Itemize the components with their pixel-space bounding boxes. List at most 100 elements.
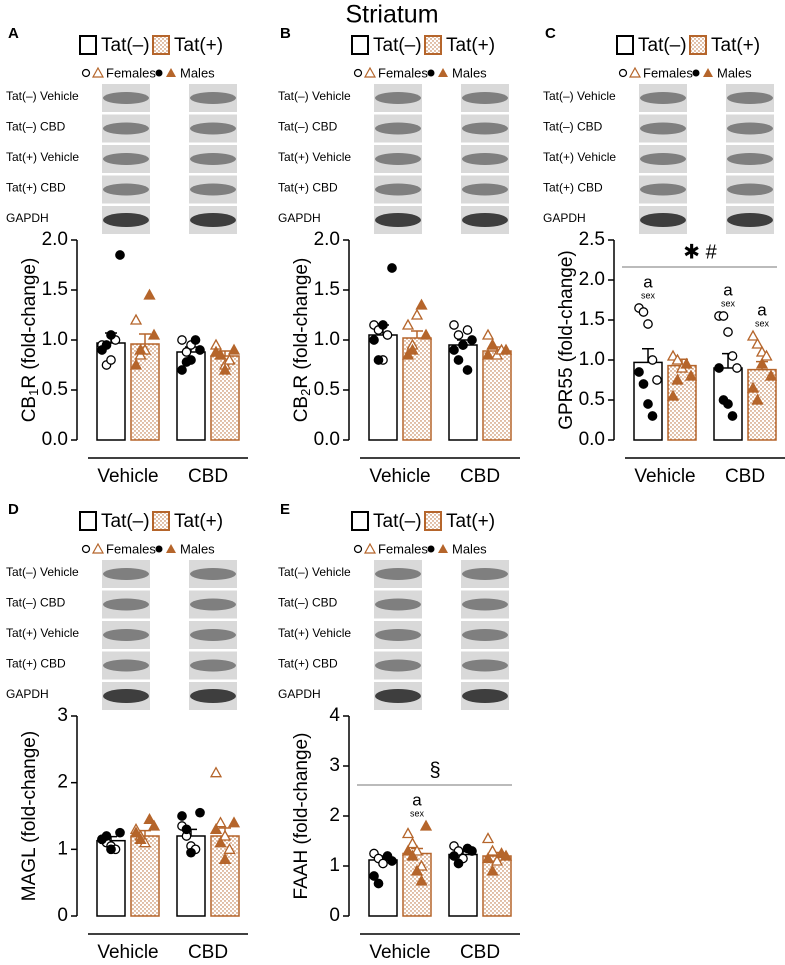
blot-band [103,92,149,104]
blot-band [462,598,508,611]
data-point [387,856,397,866]
sex-legend-label: Males [180,541,215,556]
legend-marker [155,69,163,77]
y-tick-label: 4 [329,705,340,726]
panel-letter: E [280,501,290,518]
y-tick-label: 0.0 [42,429,68,450]
x-tick-label: Vehicle [97,942,158,963]
data-point [467,335,477,345]
y-tick-label: 2 [57,772,68,793]
data-point [647,355,658,365]
blot-band [727,122,773,135]
blot-band [640,183,686,196]
data-point [467,846,477,856]
blot-label: Tat(+) CBD [6,181,66,195]
blot-label: Tat(–) CBD [6,596,66,610]
legend-marker [363,66,377,78]
blot-band [462,689,508,703]
blot-label: Tat(–) CBD [543,120,603,134]
data-point [223,842,236,854]
data-point [106,355,116,365]
blot-band [375,689,421,703]
y-tick-label: 1.0 [42,329,68,350]
blot-band [103,183,149,196]
significance-note: sex [410,808,425,818]
x-tick-label: CBD [188,942,228,963]
significance-note: sex [641,290,656,300]
y-tick-label: 2 [329,805,340,826]
y-tick-label: 1.5 [314,279,340,300]
data-point [218,852,232,864]
figure-title: Striatum [345,1,438,29]
blot-band [375,92,421,104]
y-tick-label: 2.5 [579,229,605,250]
panel-letter: C [545,25,556,42]
data-point [634,367,644,377]
blot-label: Tat(–) Vehicle [278,565,351,579]
data-point [671,373,684,385]
legend-marker [628,66,642,78]
blot-label: Tat(+) Vehicle [278,150,351,164]
data-point [732,363,742,373]
panel-letter: B [280,25,291,42]
y-tick-label: 0.5 [42,379,68,400]
blot-band [462,92,508,104]
legend-marker [618,68,628,78]
blot-band [375,659,421,672]
data-point [419,819,433,831]
x-tick-label: Vehicle [369,466,430,487]
sex-legend-label: Females [106,65,156,80]
blot-label: Tat(+) Vehicle [543,150,616,164]
sex-legend-label: Females [643,65,693,80]
legend-marker [353,544,363,554]
data-point [406,343,419,355]
legend-marker [166,68,176,77]
blot-band [462,213,508,227]
y-tick-label: 0.5 [579,389,605,410]
legend-marker [166,544,176,553]
significance-letter: a [643,272,653,291]
x-tick-label: Vehicle [97,466,158,487]
legend-label: Tat(–) [638,35,687,56]
significance-letter: a [723,280,733,299]
blot-band [190,153,236,165]
data-point [647,411,658,421]
significance-note: sex [755,318,770,328]
blot-band [190,598,236,611]
legend-swatch [79,35,97,55]
data-point [727,411,738,421]
blot-band [727,213,773,227]
significance-bracket: § [429,759,440,781]
data-point [369,335,379,345]
data-point [378,858,388,869]
blot-label: GAPDH [6,211,49,225]
blot-label: GAPDH [6,687,49,701]
data-point [755,357,769,369]
data-point [638,307,649,317]
significance-letter: a [412,790,422,809]
blot-label: GAPDH [278,211,321,225]
blot-band [190,183,236,196]
data-point [115,827,125,838]
legend-label: Tat(–) [373,511,422,532]
blot-band [462,659,508,672]
y-label-sub: 1 [26,389,41,396]
legend-marker [427,545,435,553]
y-tick-label: 3 [57,705,68,726]
x-tick-label: CBD [725,466,765,487]
blot-band [190,629,236,641]
legend-swatch [79,511,97,531]
data-point [401,844,415,856]
data-point [373,355,384,365]
legend-label: Tat(+) [446,511,495,532]
blot-label: Tat(+) Vehicle [278,626,351,640]
legend-label: Tat(–) [101,35,150,56]
blot-label: Tat(–) Vehicle [543,89,616,103]
data-point [406,837,419,849]
y-tick-label: 1.0 [579,349,605,370]
legend-swatch [152,35,170,55]
blot-label: Tat(–) Vehicle [6,89,79,103]
data-point [481,348,495,360]
legend-marker [155,545,163,553]
y-tick-label: 2.0 [314,229,340,250]
